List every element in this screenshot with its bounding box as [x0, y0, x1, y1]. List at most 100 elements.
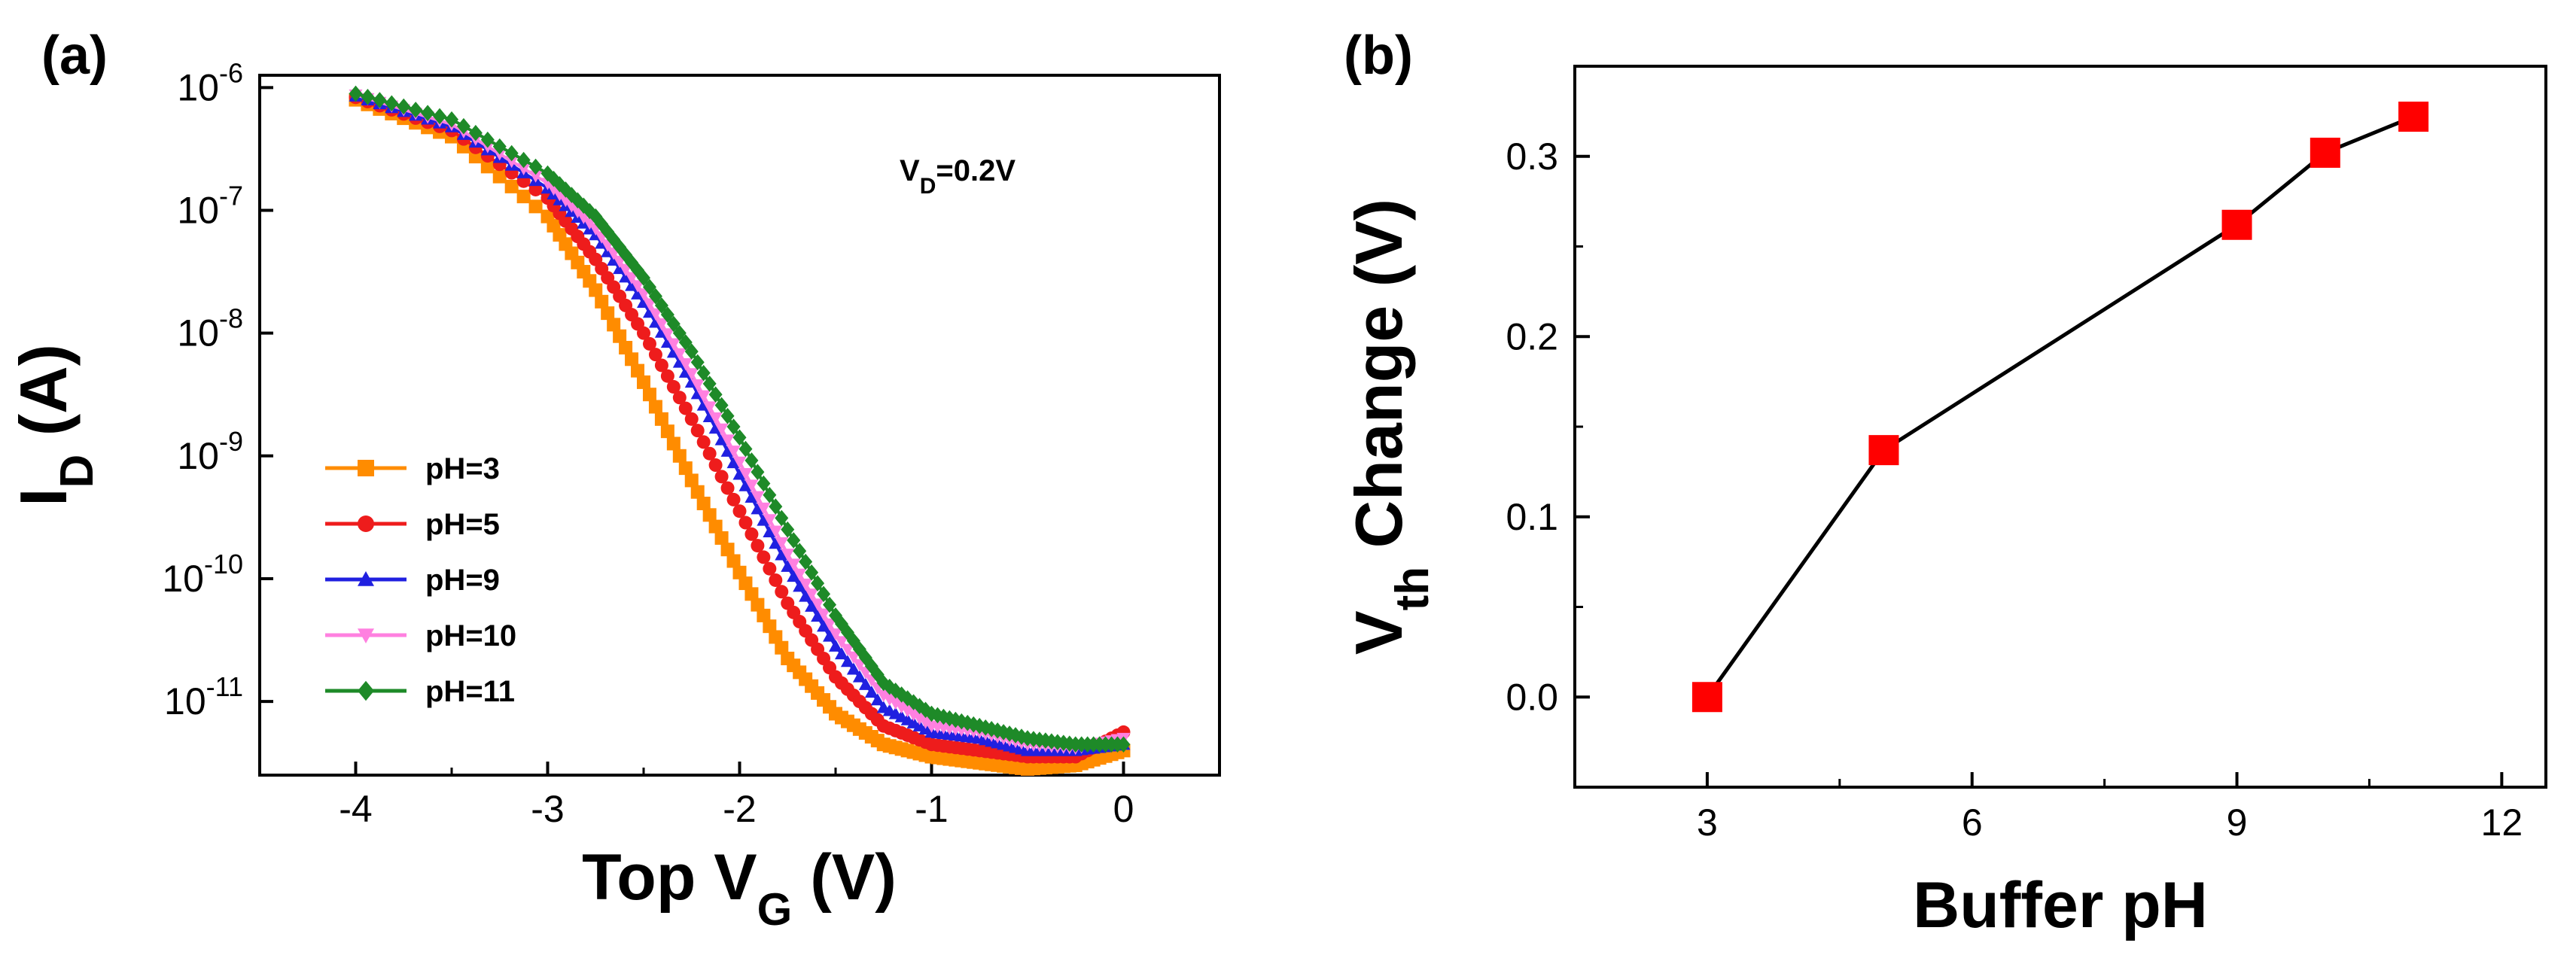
a-y-tick-label: 10-9: [177, 426, 243, 477]
a-data-point: [601, 224, 615, 240]
a-data-point: [409, 102, 423, 118]
a-y-tick-base: 10: [177, 189, 219, 231]
a-legend-item: pH=3: [325, 452, 500, 485]
a-data-point: [696, 497, 711, 511]
a-data-point: [571, 192, 585, 209]
a-data-point: [775, 537, 789, 550]
a-x-tick-label: -2: [723, 788, 756, 830]
a-data-point: [445, 111, 458, 128]
a-y-tick-exponent: -7: [219, 180, 243, 211]
a-data-point: [726, 446, 741, 458]
a-data-point: [504, 156, 519, 169]
a-data-point: [631, 280, 645, 293]
a-xlabel-sub: G: [757, 884, 793, 935]
a-data-point: [763, 561, 777, 576]
a-data-point: [631, 262, 645, 278]
a-data-point: [528, 158, 543, 175]
a-data-point: [775, 640, 789, 655]
a-data-point: [763, 525, 777, 537]
a-data-point: [793, 579, 807, 592]
a-data-point: [823, 618, 837, 631]
a-data-point: [468, 124, 483, 141]
a-ylabel-unit: (A): [6, 344, 81, 455]
a-data-point: [882, 693, 897, 707]
a-data-point: [744, 490, 759, 503]
a-data-point: [642, 298, 656, 311]
b-data-point: [1868, 435, 1899, 466]
a-series-pH-10: [349, 89, 1131, 756]
panel-b-vth-change: (b) 3 6 9 12 0.0 0.1 0.2 0.3 Buffer pH Vth Cha…: [1341, 26, 2547, 941]
a-data-point: [690, 379, 705, 392]
a-data-point: [642, 388, 656, 402]
a-data-point: [732, 429, 747, 446]
panel-a-label: (a): [41, 26, 108, 86]
a-data-point: [648, 400, 662, 414]
a-data-point: [805, 588, 819, 601]
a-y-tick-label: 10-7: [177, 180, 243, 231]
a-y-tick-exponent: -11: [206, 671, 243, 702]
a-data-point: [793, 543, 807, 560]
a-data-point: [870, 693, 885, 706]
a-y-tick-label: 10-11: [164, 671, 243, 722]
b-data-point: [1691, 682, 1722, 713]
a-data-point: [823, 629, 837, 642]
a-data-point: [637, 269, 650, 287]
a-x-tick-label: -3: [531, 788, 564, 830]
a-data-point: [433, 108, 447, 125]
a-data-point: [1116, 736, 1131, 753]
a-legend-label: pH=10: [425, 619, 516, 652]
a-data-point: [702, 401, 717, 414]
a-y-tick-base: 10: [162, 558, 204, 600]
a-data-point: [702, 376, 717, 392]
a-y-tick-label: 10-6: [177, 57, 243, 108]
a-data-point: [720, 444, 735, 457]
a-data-point: [672, 391, 687, 405]
a-data-point: [936, 708, 951, 725]
a-data-point: [799, 589, 813, 602]
a-data-point: [805, 564, 819, 581]
a-data-point: [781, 549, 795, 561]
a-y-tick-base: 10: [164, 680, 206, 722]
a-data-point: [769, 573, 783, 587]
a-data-point: [684, 473, 699, 488]
a-legend-item: pH=9: [325, 564, 500, 597]
a-data-point: [906, 709, 921, 722]
a-legend-item: pH=10: [325, 619, 516, 652]
b-x-tick-label: 6: [1962, 801, 1983, 844]
a-data-point: [648, 348, 662, 362]
a-data-point: [894, 701, 909, 714]
a-data-point: [732, 467, 747, 480]
a-data-point: [726, 455, 741, 469]
panel-b-y-ticks: 0.0 0.1 0.2 0.3: [1506, 135, 1590, 789]
a-data-point: [805, 599, 819, 612]
a-data-point: [714, 433, 729, 446]
b-data-point: [2310, 137, 2340, 168]
a-data-point: [516, 163, 531, 175]
a-data-point: [642, 336, 656, 351]
a-data-point: [654, 318, 668, 331]
panel-a-legend: pH=3 pH=5 pH=9 pH=10 pH=11: [325, 452, 516, 708]
a-data-point: [373, 92, 387, 108]
a-data-point: [684, 368, 699, 381]
a-data-point: [769, 630, 783, 644]
a-legend-label: pH=11: [425, 675, 515, 708]
a-data-point: [690, 354, 705, 371]
a-data-point: [811, 609, 825, 622]
a-xlabel-unit: (V): [792, 841, 897, 914]
a-data-point: [385, 95, 399, 112]
b-y-tick-label: 0.2: [1506, 315, 1558, 357]
a-data-point: [763, 486, 777, 503]
a-x-tick-label: -4: [339, 788, 372, 830]
a-y-tick-exponent: -8: [219, 303, 243, 334]
a-data-point: [840, 643, 854, 656]
b-ylabel-sub: th: [1387, 567, 1439, 611]
a-data-point: [516, 151, 531, 169]
b-y-tick-label: 0.1: [1506, 496, 1558, 538]
a-data-point: [702, 508, 717, 522]
a-data-point: [732, 565, 747, 579]
a-data-point: [757, 513, 771, 526]
a-data-point: [817, 619, 831, 632]
a-data-point: [678, 334, 693, 351]
a-data-point: [631, 287, 645, 300]
